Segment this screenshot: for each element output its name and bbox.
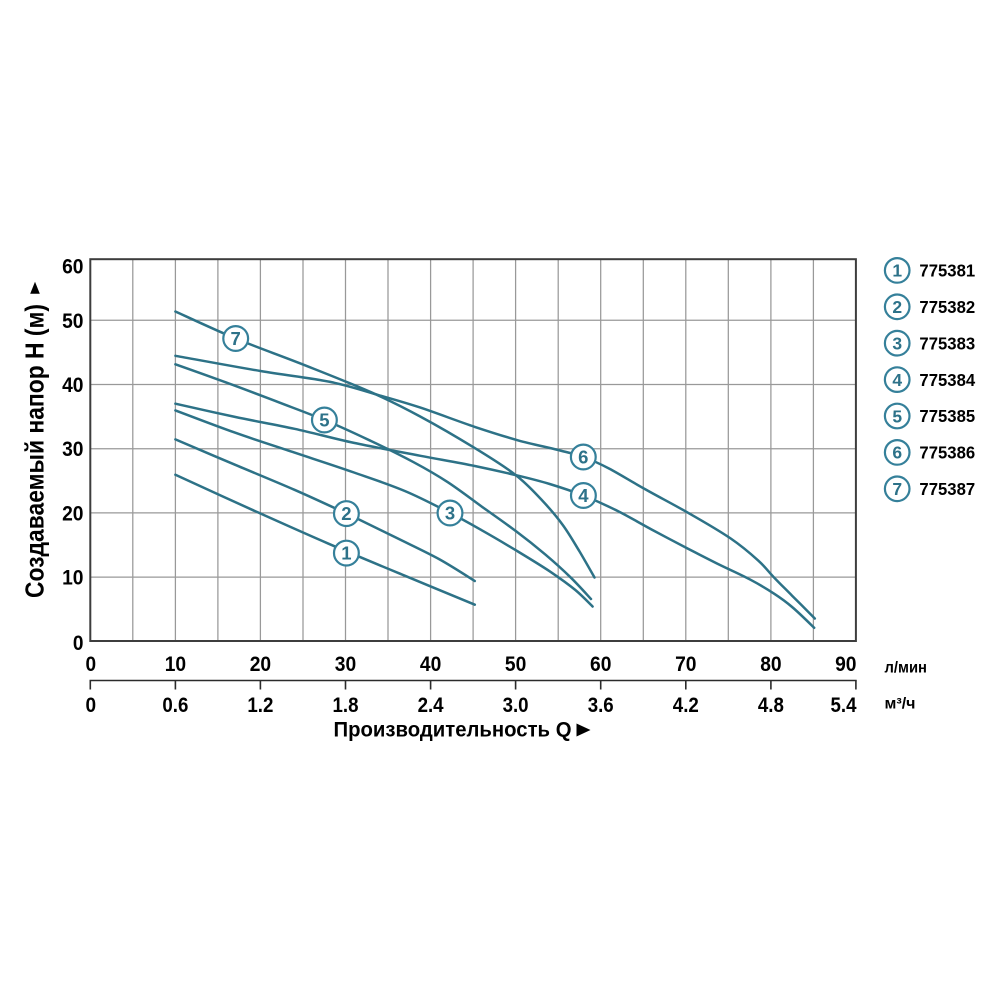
svg-text:10: 10 (165, 653, 186, 676)
svg-text:0.6: 0.6 (162, 694, 188, 717)
svg-text:0: 0 (86, 653, 97, 676)
svg-text:4.2: 4.2 (673, 694, 699, 717)
svg-text:775381: 775381 (919, 261, 975, 281)
svg-text:30: 30 (62, 438, 83, 461)
svg-text:50: 50 (62, 310, 83, 333)
svg-text:4: 4 (892, 370, 902, 390)
svg-text:1: 1 (892, 261, 902, 281)
svg-text:7: 7 (892, 479, 902, 499)
svg-text:2: 2 (341, 503, 351, 524)
svg-text:60: 60 (62, 256, 83, 279)
svg-text:20: 20 (250, 653, 271, 676)
svg-text:20: 20 (62, 502, 83, 525)
svg-text:5: 5 (319, 410, 329, 431)
svg-text:70: 70 (675, 653, 696, 676)
svg-text:3: 3 (892, 334, 902, 354)
svg-text:Производительность Q: Производительность Q (334, 717, 572, 741)
svg-text:0: 0 (73, 632, 84, 655)
svg-text:775384: 775384 (919, 370, 975, 390)
svg-text:30: 30 (335, 653, 356, 676)
svg-text:90: 90 (835, 653, 856, 676)
svg-text:40: 40 (420, 653, 441, 676)
svg-text:775383: 775383 (919, 333, 975, 353)
svg-text:1.2: 1.2 (247, 694, 273, 717)
svg-text:775385: 775385 (919, 406, 975, 426)
svg-text:775386: 775386 (919, 443, 975, 463)
svg-text:Создаваемый напор Н (м): Создаваемый напор Н (м) (20, 304, 50, 598)
svg-text:1: 1 (341, 543, 351, 564)
svg-text:5: 5 (892, 406, 902, 426)
svg-text:3.6: 3.6 (588, 694, 614, 717)
svg-text:3: 3 (445, 503, 455, 524)
svg-text:40: 40 (62, 374, 83, 397)
svg-text:3.0: 3.0 (503, 694, 529, 717)
svg-text:775382: 775382 (919, 297, 975, 317)
svg-text:6: 6 (578, 447, 588, 468)
svg-text:775387: 775387 (919, 479, 975, 499)
svg-text:2.4: 2.4 (418, 694, 444, 717)
svg-text:10: 10 (62, 567, 83, 590)
svg-text:5.4: 5.4 (831, 694, 857, 717)
svg-text:0: 0 (86, 694, 97, 717)
svg-text:80: 80 (760, 653, 781, 676)
svg-text:50: 50 (505, 653, 526, 676)
svg-text:2: 2 (892, 297, 902, 317)
svg-text:л/мин: л/мин (885, 659, 928, 676)
svg-text:7: 7 (231, 328, 241, 349)
svg-text:м³/ч: м³/ч (885, 695, 916, 712)
svg-text:60: 60 (590, 653, 611, 676)
svg-text:1.8: 1.8 (333, 694, 359, 717)
svg-text:4: 4 (578, 485, 589, 506)
svg-text:4.8: 4.8 (758, 694, 784, 717)
svg-text:6: 6 (892, 443, 902, 463)
